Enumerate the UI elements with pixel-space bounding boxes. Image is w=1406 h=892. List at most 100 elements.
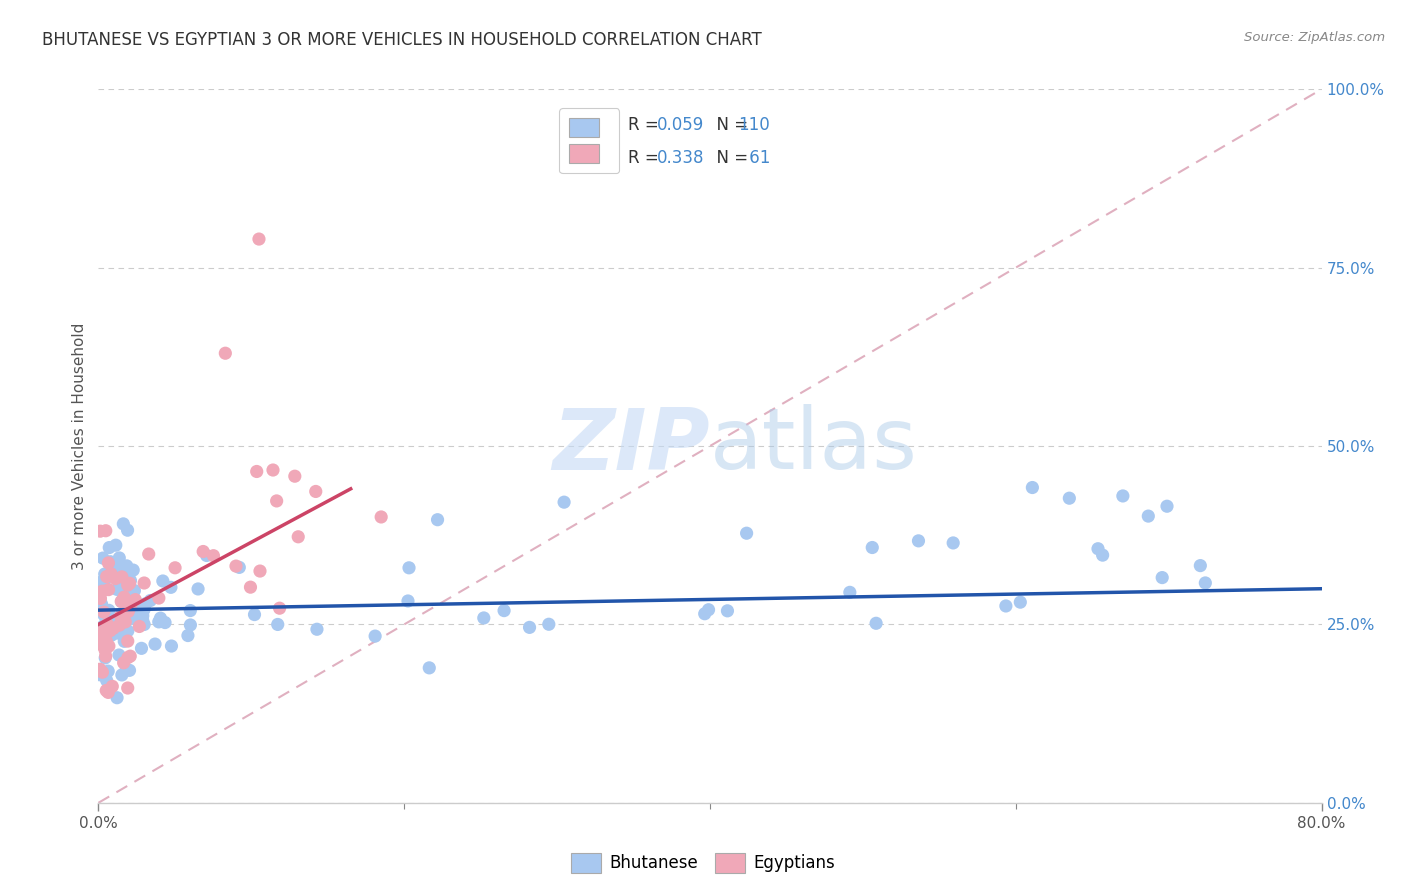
Point bbox=[907, 533, 929, 548]
Point bbox=[125, 600, 148, 615]
Point bbox=[124, 592, 146, 607]
Point bbox=[124, 607, 146, 621]
Point bbox=[93, 581, 115, 595]
Point bbox=[114, 615, 136, 629]
Point bbox=[179, 618, 201, 632]
Point bbox=[125, 597, 148, 611]
Point bbox=[89, 662, 111, 676]
Point bbox=[107, 626, 129, 640]
Point bbox=[128, 619, 150, 633]
Point bbox=[267, 617, 290, 632]
Text: R =: R = bbox=[628, 149, 665, 167]
Point bbox=[91, 638, 114, 652]
Point bbox=[537, 617, 560, 632]
Point bbox=[101, 679, 124, 693]
Point bbox=[96, 634, 118, 648]
Point bbox=[112, 516, 135, 531]
Point bbox=[1152, 571, 1174, 585]
Point bbox=[149, 611, 172, 625]
Point bbox=[426, 513, 449, 527]
Point bbox=[98, 541, 121, 555]
Point bbox=[128, 613, 150, 627]
Point bbox=[193, 544, 215, 558]
Point bbox=[91, 584, 114, 599]
Point bbox=[89, 633, 111, 648]
Point bbox=[148, 615, 170, 629]
Point bbox=[179, 603, 201, 617]
Point bbox=[94, 643, 117, 657]
Point bbox=[103, 621, 125, 635]
Point bbox=[97, 556, 120, 570]
Point bbox=[104, 564, 127, 578]
Point bbox=[152, 574, 174, 588]
Point bbox=[108, 618, 131, 632]
Point bbox=[118, 664, 141, 678]
Point bbox=[115, 663, 138, 677]
Point bbox=[104, 572, 127, 586]
Point bbox=[165, 561, 187, 575]
Point bbox=[110, 595, 132, 609]
Point bbox=[305, 622, 328, 636]
Point bbox=[112, 590, 135, 604]
Point bbox=[107, 618, 129, 632]
Point bbox=[266, 494, 288, 508]
Point bbox=[104, 625, 127, 640]
Point bbox=[89, 524, 111, 538]
Point bbox=[97, 603, 120, 617]
Point bbox=[1059, 491, 1081, 506]
Point bbox=[124, 583, 146, 598]
Point bbox=[120, 574, 142, 588]
Point bbox=[105, 561, 128, 575]
Point bbox=[96, 569, 118, 583]
Point bbox=[93, 605, 115, 619]
Point bbox=[160, 580, 183, 594]
Point bbox=[247, 232, 270, 246]
Point bbox=[89, 575, 111, 590]
Point bbox=[370, 510, 392, 524]
Point bbox=[97, 569, 120, 583]
Point bbox=[118, 576, 141, 591]
Point bbox=[100, 613, 122, 627]
Point bbox=[472, 611, 495, 625]
Point bbox=[228, 560, 250, 574]
Point bbox=[418, 661, 440, 675]
Point bbox=[103, 623, 125, 637]
Point bbox=[134, 576, 156, 591]
Point bbox=[122, 603, 145, 617]
Point bbox=[121, 583, 143, 598]
Point bbox=[214, 346, 236, 360]
Point bbox=[108, 550, 131, 565]
Point bbox=[112, 588, 135, 602]
Point bbox=[93, 618, 115, 632]
Legend: Bhutanese, Egyptians: Bhutanese, Egyptians bbox=[564, 847, 842, 880]
Point bbox=[246, 465, 269, 479]
Point bbox=[117, 523, 139, 537]
Point bbox=[96, 673, 118, 688]
Point bbox=[693, 607, 716, 621]
Text: atlas: atlas bbox=[710, 404, 918, 488]
Point bbox=[187, 582, 209, 596]
Point bbox=[94, 524, 117, 538]
Point bbox=[117, 578, 139, 592]
Point bbox=[132, 608, 155, 623]
Point bbox=[1156, 500, 1178, 514]
Point bbox=[1194, 576, 1216, 591]
Point bbox=[398, 561, 420, 575]
Point bbox=[97, 639, 120, 653]
Point bbox=[262, 463, 284, 477]
Point bbox=[100, 628, 122, 642]
Point bbox=[112, 656, 135, 670]
Point bbox=[202, 549, 225, 563]
Point bbox=[97, 582, 120, 597]
Point bbox=[89, 591, 111, 606]
Point bbox=[865, 616, 887, 631]
Point bbox=[91, 665, 114, 680]
Point bbox=[1091, 548, 1114, 562]
Point bbox=[131, 641, 153, 656]
Text: 110: 110 bbox=[738, 116, 769, 134]
Point bbox=[117, 624, 139, 638]
Text: N =: N = bbox=[706, 149, 754, 167]
Point bbox=[838, 585, 860, 599]
Point bbox=[177, 628, 200, 642]
Point bbox=[269, 601, 291, 615]
